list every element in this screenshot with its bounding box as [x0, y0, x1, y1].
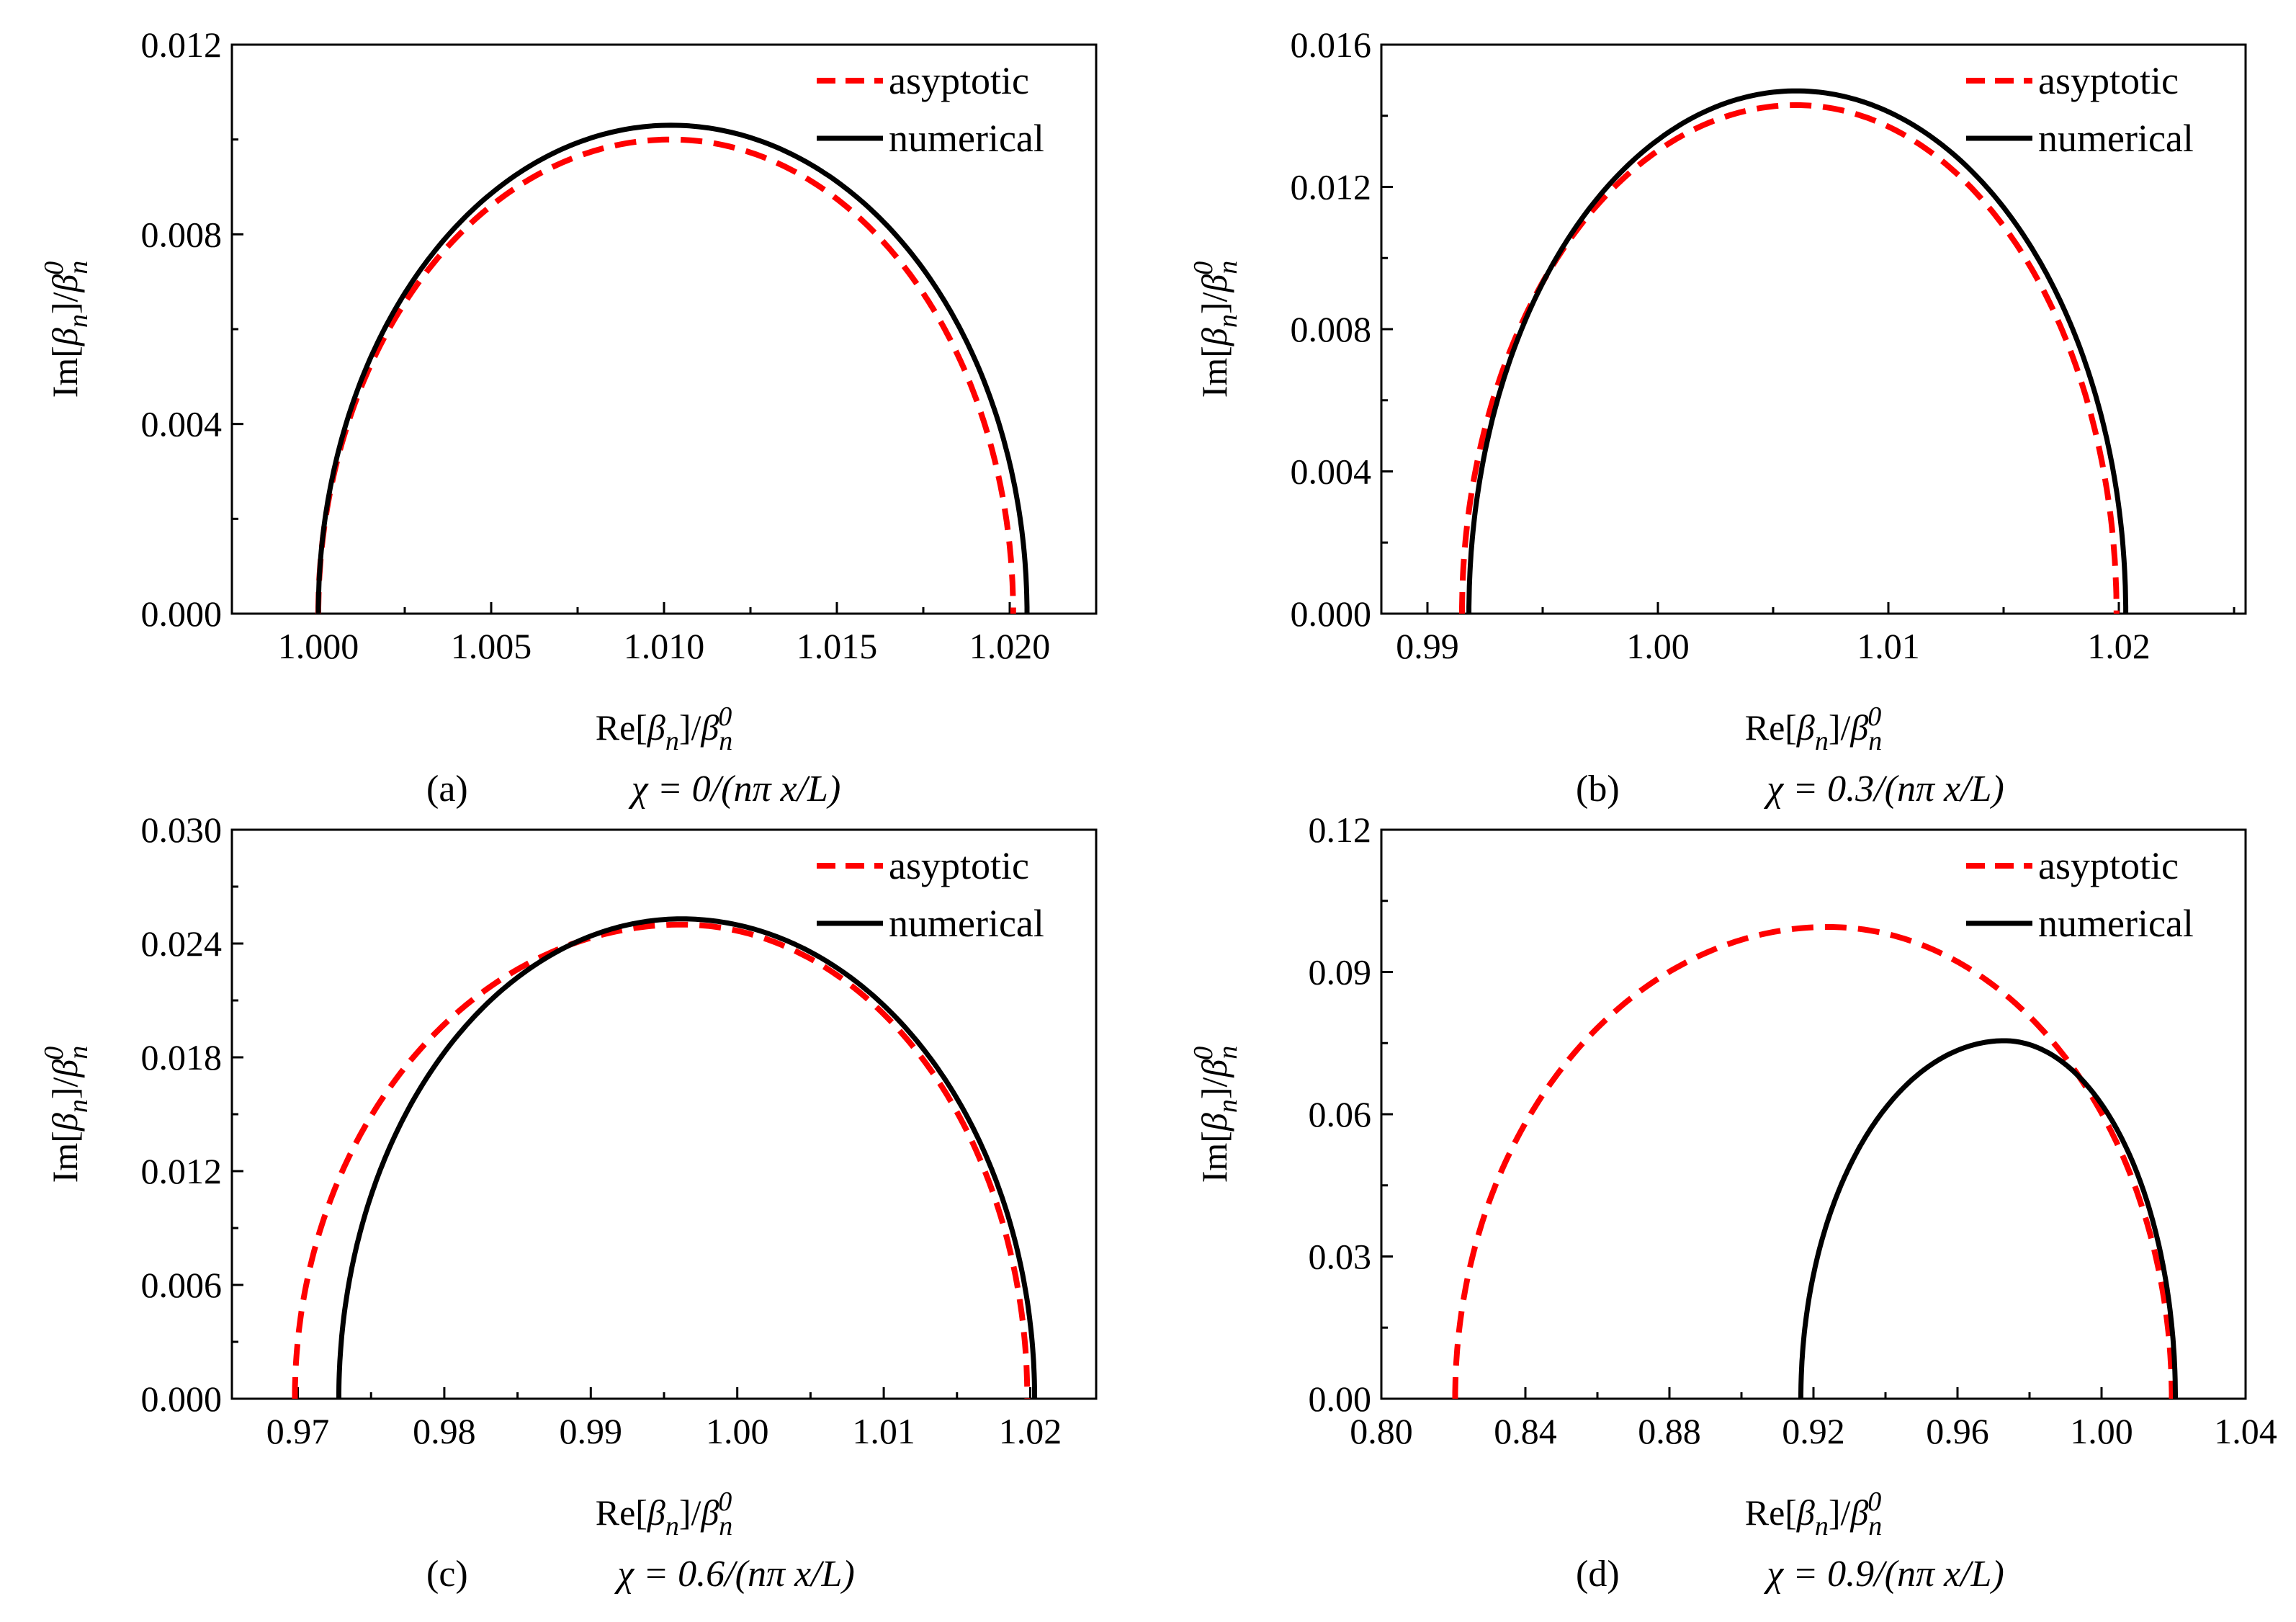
- series-group: [315, 122, 1030, 614]
- y-tick-label: 0.018: [141, 1037, 223, 1077]
- y-axis-label: Im[βn]/βn0: [39, 1046, 94, 1183]
- legend-label-asyptotic: asyptotic: [2038, 844, 2179, 887]
- x-tick-label: 1.02: [999, 1411, 1062, 1451]
- series-group: [292, 916, 1038, 1399]
- x-tick-label: 1.00: [2070, 1411, 2133, 1451]
- panel-caption: χ = 0.3/(nπ x/L): [1763, 769, 2004, 810]
- x-tick-label: 0.88: [1638, 1411, 1701, 1451]
- x-tick-label: 1.005: [451, 626, 532, 666]
- y-axis-label: Im[βn]/βn0: [1188, 1046, 1243, 1183]
- x-tick-label: 0.98: [413, 1411, 476, 1451]
- panel-label: (a): [426, 769, 468, 810]
- x-tick-label: 0.97: [266, 1411, 330, 1451]
- panel-caption: χ = 0.6/(nπ x/L): [614, 1554, 855, 1595]
- y-tick-label: 0.000: [141, 593, 223, 634]
- x-tick-label: 1.02: [2087, 626, 2151, 666]
- y-tick-label: 0.004: [141, 404, 223, 444]
- x-axis-label: Re[βn]/βn0: [596, 702, 733, 756]
- x-tick-label: 0.92: [1782, 1411, 1845, 1451]
- x-axis-label: Re[βn]/βn0: [596, 1487, 733, 1541]
- series-line-numerical: [1798, 1038, 2178, 1399]
- y-tick-label: 0.09: [1309, 952, 1372, 993]
- series-line-asyptotic: [315, 136, 1016, 614]
- x-tick-label: 1.00: [706, 1411, 769, 1451]
- y-tick-label: 0.012: [141, 24, 223, 65]
- series-line-numerical: [315, 122, 1030, 614]
- legend-label-asyptotic: asyptotic: [2038, 59, 2179, 102]
- series-line-asyptotic: [1459, 102, 2120, 614]
- x-tick-label: 1.04: [2214, 1411, 2277, 1451]
- x-tick-label: 0.84: [1494, 1411, 1557, 1451]
- x-tick-label: 1.01: [1857, 626, 1920, 666]
- y-tick-label: 0.008: [141, 214, 223, 254]
- y-tick-label: 0.008: [1291, 309, 1372, 349]
- chart-panel-a: 1.000 1.005 1.010 1.015 1.020 0.000 0.004 0.008…: [39, 24, 1098, 810]
- y-tick-label: 0.12: [1309, 810, 1372, 850]
- y-tick-label: 0.006: [141, 1265, 223, 1305]
- series-line-asyptotic: [292, 921, 1031, 1399]
- legend-label-numerical: numerical: [2038, 117, 2194, 160]
- series-line-numerical: [336, 916, 1038, 1399]
- chart-panel-c: 0.97 0.98 0.99 1.00 1.01 1.02 0.000 0.006 0.012 0…: [39, 810, 1098, 1595]
- chart-panel-b: 0.99 1.00 1.01 1.02 0.000 0.004 0.008 0.012 0.01…: [1188, 24, 2247, 810]
- y-tick-label: 0.012: [1291, 167, 1372, 207]
- x-tick-label: 1.000: [278, 626, 359, 666]
- series-group: [1452, 924, 2178, 1399]
- legend-label-asyptotic: asyptotic: [889, 59, 1029, 102]
- y-tick-label: 0.03: [1309, 1237, 1372, 1277]
- panel-caption: χ = 0/(nπ x/L): [628, 769, 841, 810]
- legend-label-numerical: numerical: [889, 902, 1044, 945]
- x-tick-label: 0.99: [560, 1411, 623, 1451]
- legend-label-asyptotic: asyptotic: [889, 844, 1029, 887]
- y-tick-label: 0.024: [141, 923, 223, 964]
- x-tick-label: 0.80: [1350, 1411, 1413, 1451]
- y-tick-label: 0.000: [1291, 593, 1372, 634]
- chart-panel-d: 0.80 0.84 0.88 0.92 0.96 1.00 1.04 0.00 0.03 0.06…: [1188, 810, 2277, 1595]
- y-tick-label: 0.06: [1309, 1094, 1372, 1134]
- x-tick-label: 1.01: [852, 1411, 915, 1451]
- x-tick-label: 1.015: [797, 626, 878, 666]
- y-axis-label: Im[βn]/βn0: [39, 261, 94, 398]
- x-tick-label: 1.010: [624, 626, 705, 666]
- y-axis-label: Im[βn]/βn0: [1188, 261, 1243, 398]
- y-tick-label: 0.012: [141, 1151, 223, 1191]
- x-tick-label: 1.020: [969, 626, 1051, 666]
- y-tick-label: 0.030: [141, 810, 223, 850]
- series-group: [1459, 88, 2129, 614]
- y-tick-label: 0.00: [1309, 1379, 1372, 1419]
- x-tick-label: 0.99: [1396, 626, 1459, 666]
- y-tick-label: 0.004: [1291, 452, 1372, 492]
- x-tick-label: 1.00: [1626, 626, 1690, 666]
- series-line-numerical: [1466, 88, 2129, 614]
- legend-label-numerical: numerical: [2038, 902, 2194, 945]
- panel-label: (d): [1576, 1554, 1620, 1595]
- x-axis-label: Re[βn]/βn0: [1745, 702, 1883, 756]
- x-axis-label: Re[βn]/βn0: [1745, 1487, 1883, 1541]
- panel-caption: χ = 0.9/(nπ x/L): [1763, 1554, 2004, 1595]
- x-tick-label: 0.96: [1926, 1411, 1989, 1451]
- legend-label-numerical: numerical: [889, 117, 1044, 160]
- y-tick-label: 0.000: [141, 1379, 223, 1419]
- series-line-asyptotic: [1452, 924, 2175, 1399]
- panel-label: (c): [426, 1554, 468, 1595]
- y-tick-label: 0.016: [1291, 24, 1372, 65]
- panel-label: (b): [1576, 769, 1620, 810]
